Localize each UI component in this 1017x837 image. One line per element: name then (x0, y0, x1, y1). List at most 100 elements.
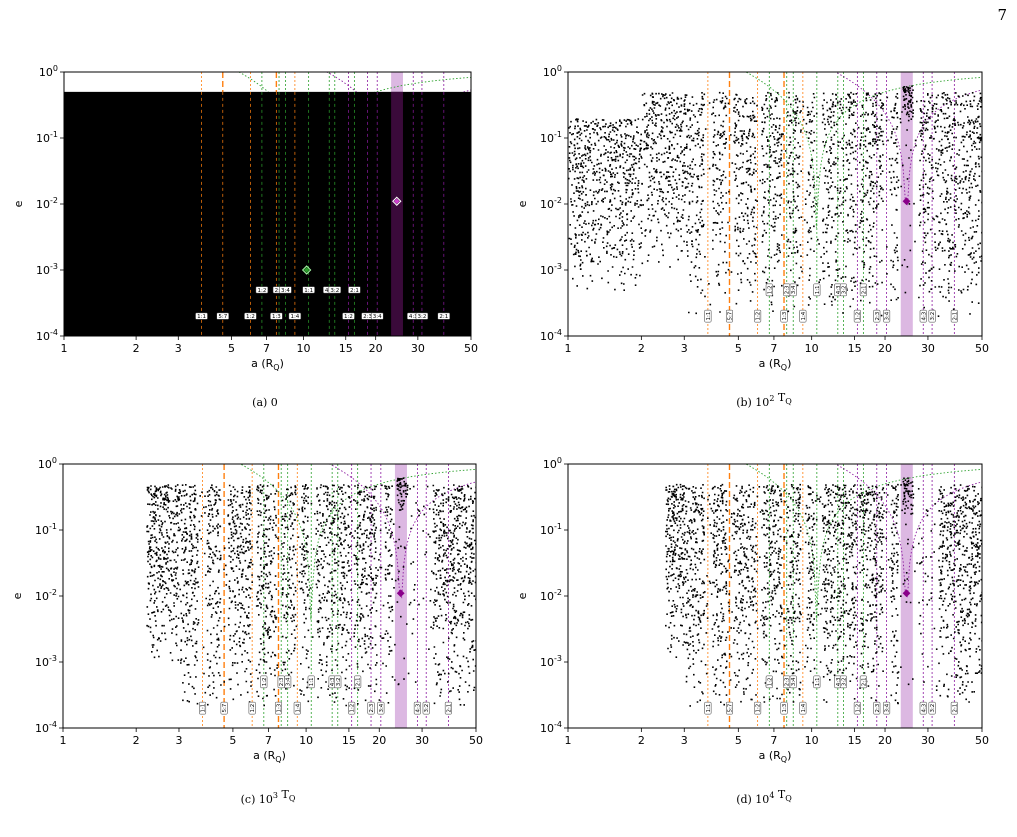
resonance-label-orange: 1:3 (274, 701, 282, 715)
resonance-label-box (883, 309, 891, 323)
x-tick-label: 2 (133, 342, 140, 355)
planet-marker (392, 196, 402, 206)
x-tick-label: 10 (299, 734, 313, 747)
y-tick-label: 100 (38, 456, 57, 471)
x-tick-label: 50 (469, 734, 483, 747)
x-tick-label: 20 (369, 342, 383, 355)
resonance-label-text: 5:7 (727, 311, 733, 320)
resonance-label-text: 2:3 (785, 677, 791, 686)
x-tick-label: 1 (61, 342, 68, 355)
resonance-label-box (789, 675, 797, 689)
resonance-label-box (199, 701, 207, 715)
resonance-label-text: 3:4 (791, 677, 797, 686)
resonance-label-text: 4:3 (836, 285, 842, 294)
y-tick-label: 10-1 (540, 522, 562, 537)
page-number: 7 (997, 6, 1007, 24)
resonance-label-text: 4:3 (415, 703, 421, 712)
x-tick-label: 1 (60, 734, 67, 747)
resonance-label-text: 1:1 (815, 677, 821, 686)
resonance-label-green: 1:1 (302, 286, 315, 294)
x-tick-label: 5 (229, 734, 236, 747)
resonance-label-purple: 2:1 (950, 701, 958, 715)
x-tick-label: 7 (770, 342, 777, 355)
resonance-label-orange: 5:7 (725, 309, 733, 323)
crossing-orbit-curve (568, 72, 982, 228)
resonance-label-box (853, 309, 861, 323)
resonance-label-text: 2:3 (363, 314, 372, 320)
y-tick-label: 100 (543, 456, 562, 471)
resonance-label-text: 1:3 (272, 314, 281, 320)
resonance-label-text: 1:2 (767, 285, 773, 294)
resonance-label-text: 3:2 (418, 314, 427, 320)
x-tick-label: 20 (878, 734, 892, 747)
resonance-label-box (422, 701, 430, 715)
x-tick-label: 3 (175, 734, 182, 747)
resonance-label-box (813, 675, 821, 689)
resonance-label-text: 4:3 (921, 311, 927, 320)
resonance-label-purple: 4:3 (919, 701, 927, 715)
y-tick-label: 10-3 (35, 654, 57, 669)
resonance-label-box (950, 309, 958, 323)
resonance-label-text: 2:1 (861, 677, 867, 686)
resonance-label-text: 1:1 (201, 704, 207, 713)
resonance-label-purple: 1:2 (348, 701, 356, 715)
resonance-label-purple: 1:2 (342, 312, 355, 320)
x-tick-label: 10 (805, 734, 819, 747)
x-tick-label: 2 (638, 734, 645, 747)
resonance-label-purple: 4:3 (413, 701, 421, 715)
resonance-label-green: 3:2 (334, 675, 342, 689)
y-tick-label: 10-3 (36, 262, 58, 277)
resonance-label-box (293, 701, 301, 715)
resonance-label-purple: 2:3 (873, 309, 881, 323)
resonance-label-text: 4:3 (921, 703, 927, 712)
resonance-label-box (437, 312, 451, 320)
x-tick-label: 1 (565, 734, 572, 747)
y-tick-label: 100 (39, 64, 58, 79)
resonance-label-box (799, 309, 807, 323)
x-tick-label: 30 (415, 734, 429, 747)
resonance-label-orange: 1:1 (704, 701, 712, 715)
resonance-label-text: 3:4 (885, 311, 891, 320)
resonance-label-text: 1:2 (855, 312, 861, 321)
resonance-label-box (302, 286, 315, 294)
resonance-label-green: 4:3 (834, 675, 842, 689)
resonance-label-text: 1:2 (344, 314, 353, 320)
planet-marker (902, 589, 911, 598)
resonance-label-text: 1:3 (782, 311, 788, 320)
resonance-label-text: 1:1 (309, 677, 315, 686)
x-tick-label: 3 (175, 342, 182, 355)
resonance-label-green: 2:1 (354, 675, 362, 689)
resonance-label-box (195, 312, 208, 320)
resonance-label-box (413, 701, 421, 715)
resonance-label-orange: 1:2 (754, 701, 762, 715)
resonance-label-text: 1:2 (767, 677, 773, 686)
resonance-label-purple: 2:3 (367, 701, 375, 715)
resonance-label-green: 1:2 (260, 675, 268, 689)
x-tick-label: 5 (228, 342, 235, 355)
resonance-label-text: 1:4 (801, 703, 807, 712)
planet-marker-fill (303, 267, 310, 273)
x-tick-label: 5 (735, 342, 742, 355)
resonance-label-text: 2:1 (952, 312, 958, 321)
planet-marker (396, 589, 405, 598)
planet-marker-fill (393, 198, 400, 205)
resonance-label-green: 1:2 (255, 286, 269, 294)
x-tick-label: 50 (975, 342, 989, 355)
resonance-label-box (754, 701, 762, 715)
resonance-label-text: 2:1 (356, 677, 362, 686)
surviving-particles (665, 477, 982, 707)
resonance-label-box (354, 675, 362, 689)
x-axis-label: a (RQ) (759, 357, 792, 372)
resonance-label-green: 2:3 (783, 283, 791, 297)
resonance-label-green: 2:1 (859, 675, 867, 689)
resonance-label-box (444, 701, 452, 715)
resonance-label-box (270, 312, 283, 320)
resonance-label-orange: 1:3 (780, 701, 788, 715)
resonance-label-orange: 1:3 (270, 312, 283, 320)
x-tick-label: 50 (975, 734, 989, 747)
resonance-label-box (370, 312, 384, 320)
resonance-label-text: 3:4 (791, 285, 797, 294)
resonance-label-text: 1:4 (295, 703, 301, 712)
resonance-label-box (873, 701, 881, 715)
